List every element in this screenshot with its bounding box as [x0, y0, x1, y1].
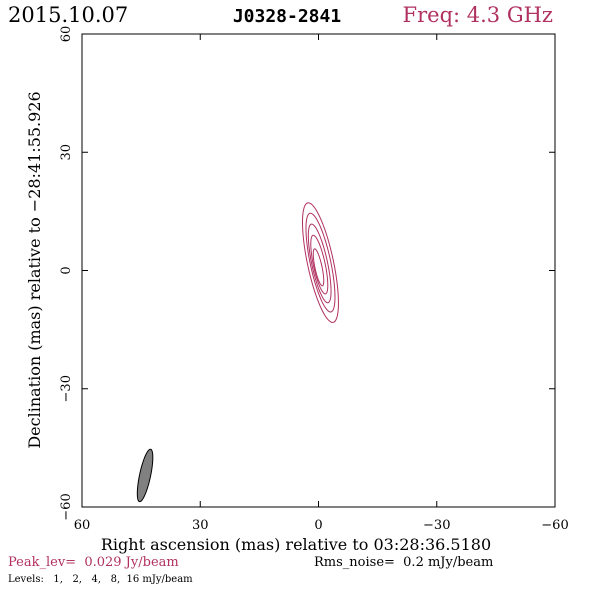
x-tick-label: 0: [314, 518, 322, 533]
x-tick-label: −60: [541, 518, 568, 533]
plot-frame: [81, 33, 556, 508]
beam-ellipse: [136, 448, 154, 503]
y-tick-labels: −60 −30 0 30 60: [59, 26, 74, 521]
rms-noise: Rms_noise= 0.2 mJy/beam: [314, 555, 493, 570]
x-tick-label: −30: [423, 518, 450, 533]
axis-ticks: [81, 33, 556, 508]
y-tick-label: 30: [59, 144, 74, 161]
y-tick-label: −60: [59, 493, 74, 520]
y-axis-label: Declination (mas) relative to −28:41:55.…: [25, 91, 44, 448]
x-axis-label: Right ascension (mas) relative to 03:28:…: [101, 535, 491, 554]
x-tick-label: 30: [192, 518, 209, 533]
y-tick-label: −30: [59, 375, 74, 402]
contour-levels: Levels: 1, 2, 4, 8, 16 mJy/beam: [8, 574, 193, 585]
peak-level: Peak_lev= 0.029 Jy/beam: [8, 555, 179, 570]
frequency-label: Freq: 4.3 GHz: [403, 3, 553, 27]
contour-line: [307, 223, 332, 304]
y-tick-label: 0: [59, 266, 74, 274]
beam-shape: [136, 448, 154, 503]
contour-line: [310, 234, 329, 295]
y-tick-label: 60: [59, 26, 74, 43]
contour-line: [305, 212, 336, 313]
date-label: 2015.10.07: [8, 3, 128, 27]
source-title: J0328-2841: [233, 6, 341, 27]
contour-lines: [301, 202, 339, 323]
contour-line: [301, 202, 339, 323]
x-tick-labels: 60 30 0 −30 −60: [74, 518, 569, 533]
contour-line: [312, 248, 325, 287]
x-tick-label: 60: [74, 518, 91, 533]
